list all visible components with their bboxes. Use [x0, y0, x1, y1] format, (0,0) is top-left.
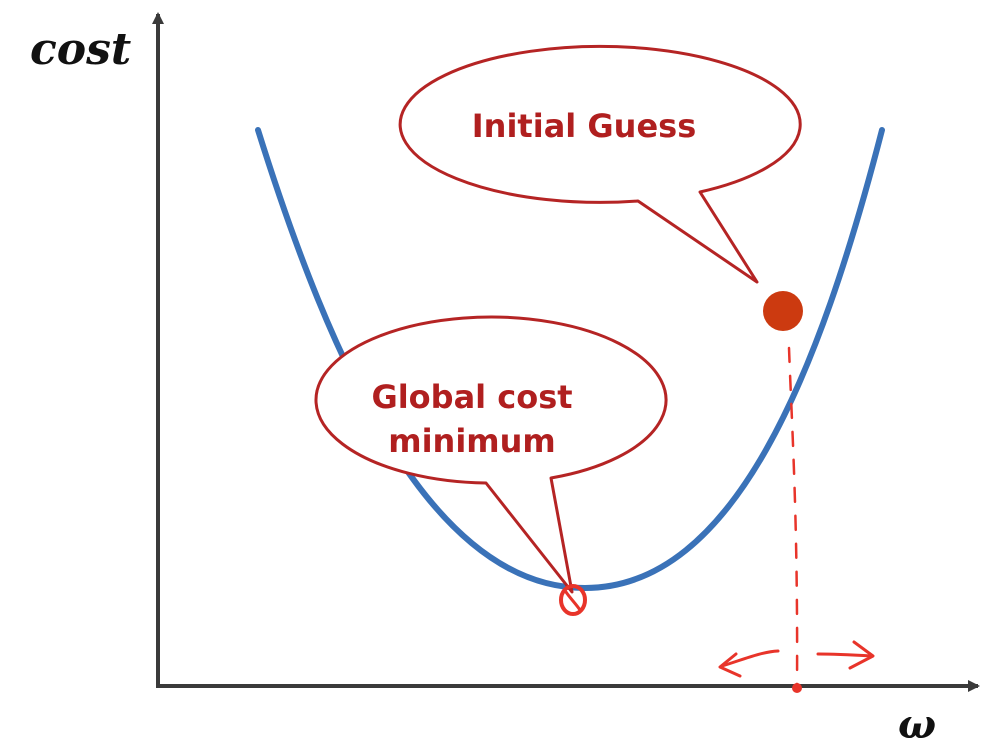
projection-dashed-line	[787, 346, 799, 690]
global-minimum-bubble	[314, 315, 668, 594]
x-axis-label: ω	[898, 701, 936, 748]
left-direction-arrow	[718, 649, 780, 678]
global-minimum-callout: Global cost minimum	[314, 315, 668, 594]
cost-curve	[255, 127, 885, 592]
right-direction-arrow	[816, 640, 875, 670]
projection-point	[792, 683, 802, 693]
initial-guess-callout: Initial Guess	[398, 44, 802, 284]
initial-guess-point	[763, 291, 803, 331]
global-minimum-text-line2: minimum	[388, 422, 556, 460]
y-axis-label: cost	[30, 24, 131, 75]
minimum-marker	[559, 584, 587, 616]
global-minimum-text-line1: Global cost	[371, 378, 572, 416]
initial-guess-bubble	[398, 44, 802, 284]
initial-guess-text: Initial Guess	[472, 107, 696, 145]
